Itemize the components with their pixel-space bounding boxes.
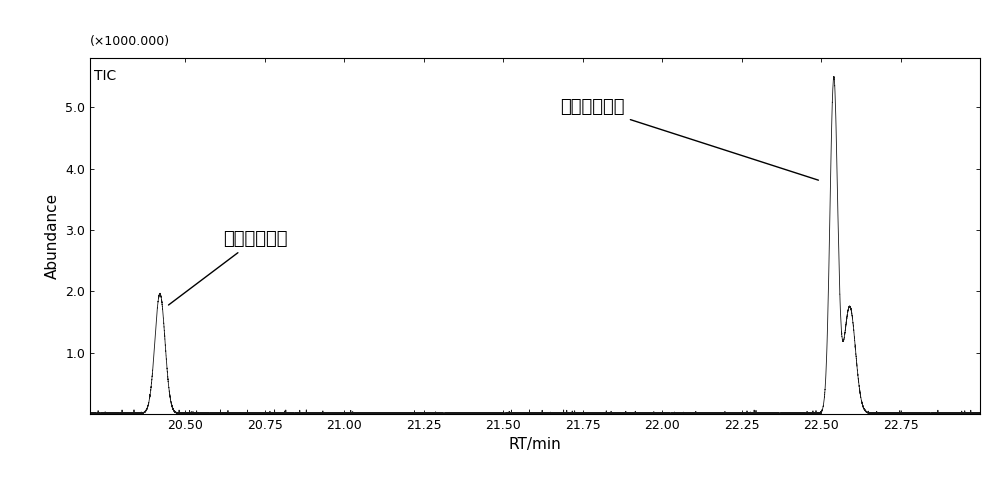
X-axis label: RT/min: RT/min — [509, 437, 561, 452]
Text: 对硝基苯甲醚: 对硝基苯甲醚 — [560, 98, 818, 180]
Y-axis label: Abundance: Abundance — [45, 193, 60, 279]
Text: 对氨基苯甲醚: 对氨基苯甲醚 — [169, 230, 288, 305]
Text: (×1000.000): (×1000.000) — [90, 35, 170, 48]
Text: TIC: TIC — [94, 69, 117, 83]
